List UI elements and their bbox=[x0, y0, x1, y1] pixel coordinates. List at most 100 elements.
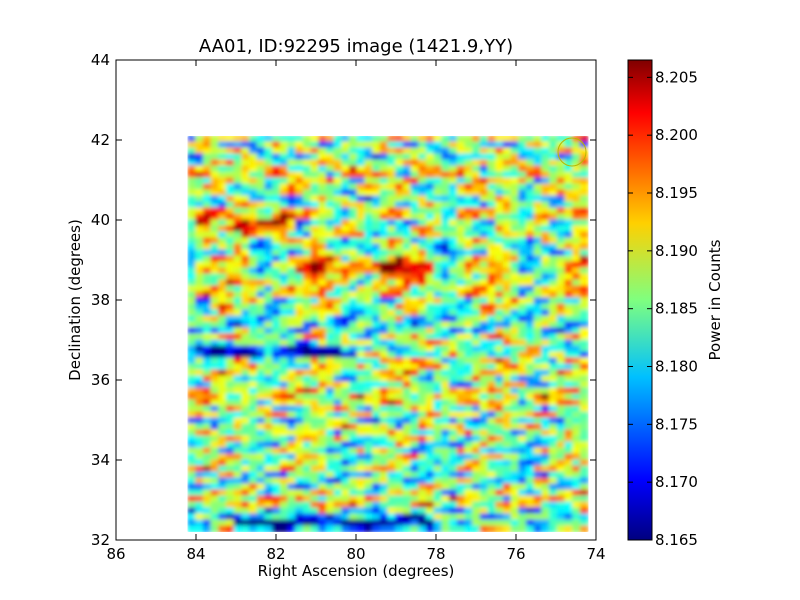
heatmap-cell bbox=[302, 345, 312, 353]
heatmap-cell bbox=[256, 225, 266, 233]
heatmap-cell bbox=[295, 513, 304, 521]
heatmap-cell bbox=[525, 525, 535, 532]
heatmap-cell bbox=[495, 315, 504, 323]
heatmap-cell bbox=[418, 357, 427, 365]
heatmap-cell bbox=[410, 183, 420, 191]
heatmap-cell bbox=[402, 393, 412, 401]
heatmap-cell bbox=[210, 429, 220, 437]
heatmap-cell bbox=[333, 136, 343, 143]
heatmap-cell bbox=[279, 405, 289, 413]
heatmap-cell bbox=[456, 285, 466, 293]
heatmap-cell bbox=[518, 519, 527, 527]
heatmap-cell bbox=[410, 249, 420, 257]
heatmap-cell bbox=[510, 207, 520, 215]
heatmap-cell bbox=[556, 303, 566, 311]
heatmap-cell bbox=[302, 513, 312, 521]
heatmap-cell bbox=[572, 369, 581, 377]
heatmap-cell bbox=[210, 321, 220, 329]
heatmap-cell bbox=[256, 465, 266, 473]
heatmap-cell bbox=[495, 357, 504, 365]
heatmap-cell bbox=[502, 231, 512, 239]
heatmap-cell bbox=[541, 477, 551, 485]
heatmap-cell bbox=[541, 171, 551, 179]
heatmap-cell bbox=[556, 441, 566, 449]
heatmap-cell bbox=[533, 369, 543, 377]
heatmap-cell bbox=[525, 321, 535, 329]
heatmap-cell bbox=[541, 339, 551, 347]
heatmap-cell bbox=[264, 495, 274, 503]
heatmap-cell bbox=[533, 429, 543, 437]
heatmap-cell bbox=[302, 435, 312, 443]
heatmap-cell bbox=[556, 417, 566, 425]
heatmap-cell bbox=[287, 429, 297, 437]
heatmap-cell bbox=[572, 136, 581, 143]
heatmap-cell bbox=[518, 501, 527, 509]
heatmap-cell bbox=[218, 219, 227, 227]
heatmap-cell bbox=[541, 136, 551, 143]
heatmap-cell bbox=[402, 327, 412, 335]
heatmap-cell bbox=[287, 345, 297, 353]
heatmap-cell bbox=[325, 267, 335, 275]
heatmap-cell bbox=[210, 141, 220, 149]
heatmap-cell bbox=[525, 339, 535, 347]
heatmap-cell bbox=[441, 441, 451, 449]
heatmap-cell bbox=[472, 189, 481, 197]
heatmap-cell bbox=[333, 333, 343, 341]
heatmap-cell bbox=[449, 447, 458, 455]
heatmap-cell bbox=[518, 297, 527, 305]
heatmap-cell bbox=[218, 141, 227, 149]
heatmap-cell bbox=[387, 507, 397, 515]
heatmap-cell bbox=[533, 147, 543, 155]
heatmap-cell bbox=[241, 399, 251, 407]
heatmap-cell bbox=[495, 501, 504, 509]
heatmap-cell bbox=[425, 483, 435, 491]
heatmap-cell bbox=[218, 273, 227, 281]
heatmap-cell bbox=[241, 219, 251, 227]
heatmap-cell bbox=[495, 345, 504, 353]
heatmap-cell bbox=[425, 423, 435, 431]
heatmap-cell bbox=[218, 423, 227, 431]
heatmap-cell bbox=[449, 435, 458, 443]
heatmap-cell bbox=[518, 279, 527, 287]
heatmap-cell bbox=[264, 171, 274, 179]
heatmap-cell bbox=[433, 351, 443, 359]
heatmap-cell bbox=[549, 351, 558, 359]
heatmap-cell bbox=[387, 177, 397, 185]
heatmap-cell bbox=[456, 297, 466, 305]
heatmap-cell bbox=[564, 297, 574, 305]
heatmap-cell bbox=[425, 183, 435, 191]
heatmap-cell bbox=[502, 351, 512, 359]
heatmap-cell bbox=[549, 195, 558, 203]
heatmap-cell bbox=[479, 369, 489, 377]
heatmap-cell bbox=[387, 345, 397, 353]
heatmap-cell bbox=[310, 231, 320, 239]
heatmap-cell bbox=[402, 459, 412, 467]
heatmap-cell bbox=[564, 483, 574, 491]
heatmap-cell bbox=[502, 285, 512, 293]
heatmap-cell bbox=[502, 483, 512, 491]
heatmap-cell bbox=[579, 273, 589, 281]
heatmap-cell bbox=[372, 147, 381, 155]
heatmap-cell bbox=[464, 249, 474, 257]
heatmap-cell bbox=[356, 465, 366, 473]
heatmap-cell bbox=[241, 189, 251, 197]
heatmap-cell bbox=[241, 285, 251, 293]
heatmap-cell bbox=[518, 339, 527, 347]
heatmap-cell bbox=[295, 471, 304, 479]
heatmap-cell bbox=[564, 177, 574, 185]
heatmap-cell bbox=[556, 393, 566, 401]
heatmap-cell bbox=[302, 201, 312, 209]
heatmap-cell bbox=[210, 525, 220, 532]
heatmap-cell bbox=[233, 375, 243, 383]
heatmap-cell bbox=[441, 315, 451, 323]
heatmap-cell bbox=[533, 303, 543, 311]
heatmap-cell bbox=[479, 261, 489, 269]
y-tick-label: 38 bbox=[91, 291, 110, 309]
heatmap-cell bbox=[341, 171, 351, 179]
heatmap-cell bbox=[310, 147, 320, 155]
heatmap-cell bbox=[349, 375, 358, 383]
heatmap-cell bbox=[579, 285, 589, 293]
heatmap-cell bbox=[479, 153, 489, 161]
heatmap-cell bbox=[341, 195, 351, 203]
heatmap-cell bbox=[225, 153, 235, 161]
